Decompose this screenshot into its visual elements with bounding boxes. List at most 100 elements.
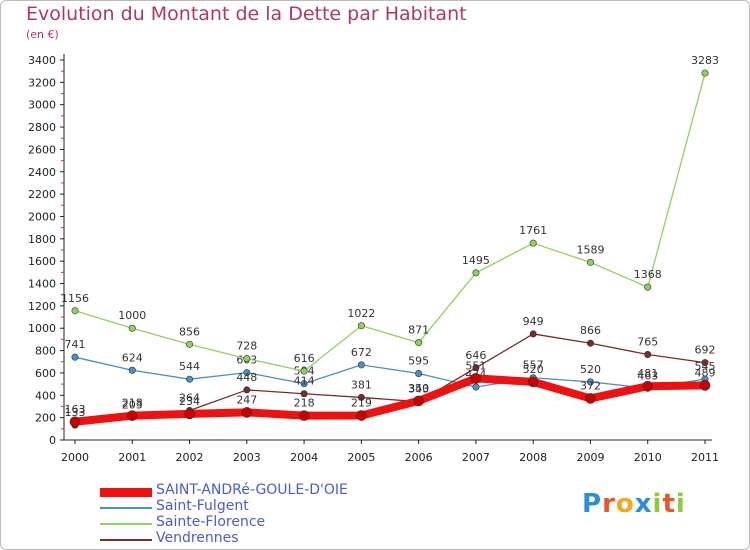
data-point [300,380,308,388]
legend-swatch [100,539,152,541]
data-point [470,373,482,384]
data-label: 672 [351,346,372,359]
data-label: 520 [523,363,544,376]
data-point [472,269,480,277]
y-tick-label: 1000 [28,322,56,335]
data-point [357,393,365,401]
data-label: 1156 [61,292,89,305]
y-tick-label: 2600 [28,143,56,156]
data-label: 728 [236,340,257,353]
data-point [415,339,423,347]
data-label: 949 [523,315,544,328]
chart-unit-label: (en €) [26,28,59,41]
logo-letter: i [675,489,686,519]
x-tick-label: 2005 [347,451,375,464]
data-label: 741 [65,338,86,351]
x-tick-label: 2007 [462,451,490,464]
data-point [642,380,654,392]
legend-label: SAINT-ANDRé-GOULE-D'OIE [156,482,348,498]
logo-letter: x [634,489,653,519]
data-label: 1368 [634,268,662,281]
y-tick-label: 3400 [28,54,56,67]
legend-swatch [100,523,152,525]
y-tick-label: 200 [35,412,56,425]
data-label: 1761 [519,224,547,237]
series-line-0 [74,356,706,389]
y-tick-label: 1400 [28,278,56,291]
data-label: 234 [179,395,200,408]
data-label: 489 [695,366,716,379]
legend-item: Sainte-Florence [100,514,500,532]
data-point [126,410,138,421]
data-point [71,353,79,361]
data-point [586,339,594,347]
y-tick-label: 2000 [28,210,56,223]
data-point [413,395,424,407]
legend-label: Vendrennes [156,530,239,546]
data-label: 481 [637,367,658,380]
series-line-1 [74,72,706,372]
data-point [415,369,423,377]
data-label: 616 [294,352,315,365]
data-label: 163 [65,403,86,416]
x-tick-label: 2006 [405,451,433,464]
logo-letter: t [662,489,676,519]
data-point [186,340,194,348]
data-label: 463 [637,369,658,382]
logo-letter: o [615,489,635,519]
x-tick-label: 2000 [61,451,89,464]
logo-letter: P [582,489,603,519]
data-point [243,355,251,363]
chart-title: Evolution du Montant de la Dette par Hab… [26,3,467,25]
data-label: 264 [179,391,200,404]
data-label: 545 [695,360,716,373]
data-label: 1495 [462,254,490,267]
data-label: 203 [122,398,143,411]
legend-item: Vendrennes [100,530,500,548]
x-tick-label: 2002 [176,451,204,464]
data-label: 557 [523,359,544,372]
y-tick-label: 0 [49,434,56,447]
data-label: 247 [236,393,257,406]
data-label: 765 [637,336,658,349]
data-label: 3283 [691,54,719,67]
data-point [243,386,251,394]
data-label: 381 [351,378,372,391]
data-point [586,378,594,386]
legend-label: Sainte-Florence [156,514,266,530]
legend-item: SAINT-ANDRé-GOULE-D'OIE [100,482,500,500]
data-label: 1022 [347,307,375,320]
data-label: 871 [408,324,429,337]
data-point [699,380,711,391]
data-point [644,283,652,291]
data-point [300,367,308,375]
data-label: 343 [408,383,429,396]
y-tick-label: 3000 [28,99,56,112]
y-tick-label: 1600 [28,255,56,268]
legend-item: Saint-Fulgent [100,498,500,516]
x-tick-label: 2001 [118,451,146,464]
data-point [298,410,310,421]
data-point [357,322,365,330]
data-point [243,369,251,377]
data-point [701,69,709,77]
data-label: 218 [122,397,143,410]
series-line-3 [71,374,709,426]
y-tick-label: 1200 [28,300,56,313]
data-label: 1000 [118,309,146,322]
data-label: 624 [122,351,143,364]
y-tick-label: 2400 [28,166,56,179]
legend-swatch [100,487,152,497]
data-label: 646 [465,349,486,362]
legend-swatch [100,507,152,509]
logo-letter: r [602,489,616,519]
y-tick-label: 800 [35,345,56,358]
data-point [356,410,367,421]
data-point [241,407,253,418]
data-point [128,366,136,374]
logo-letter: i [652,489,663,519]
data-label: 219 [351,397,372,410]
y-tick-label: 2800 [28,121,56,134]
data-point [586,258,594,266]
